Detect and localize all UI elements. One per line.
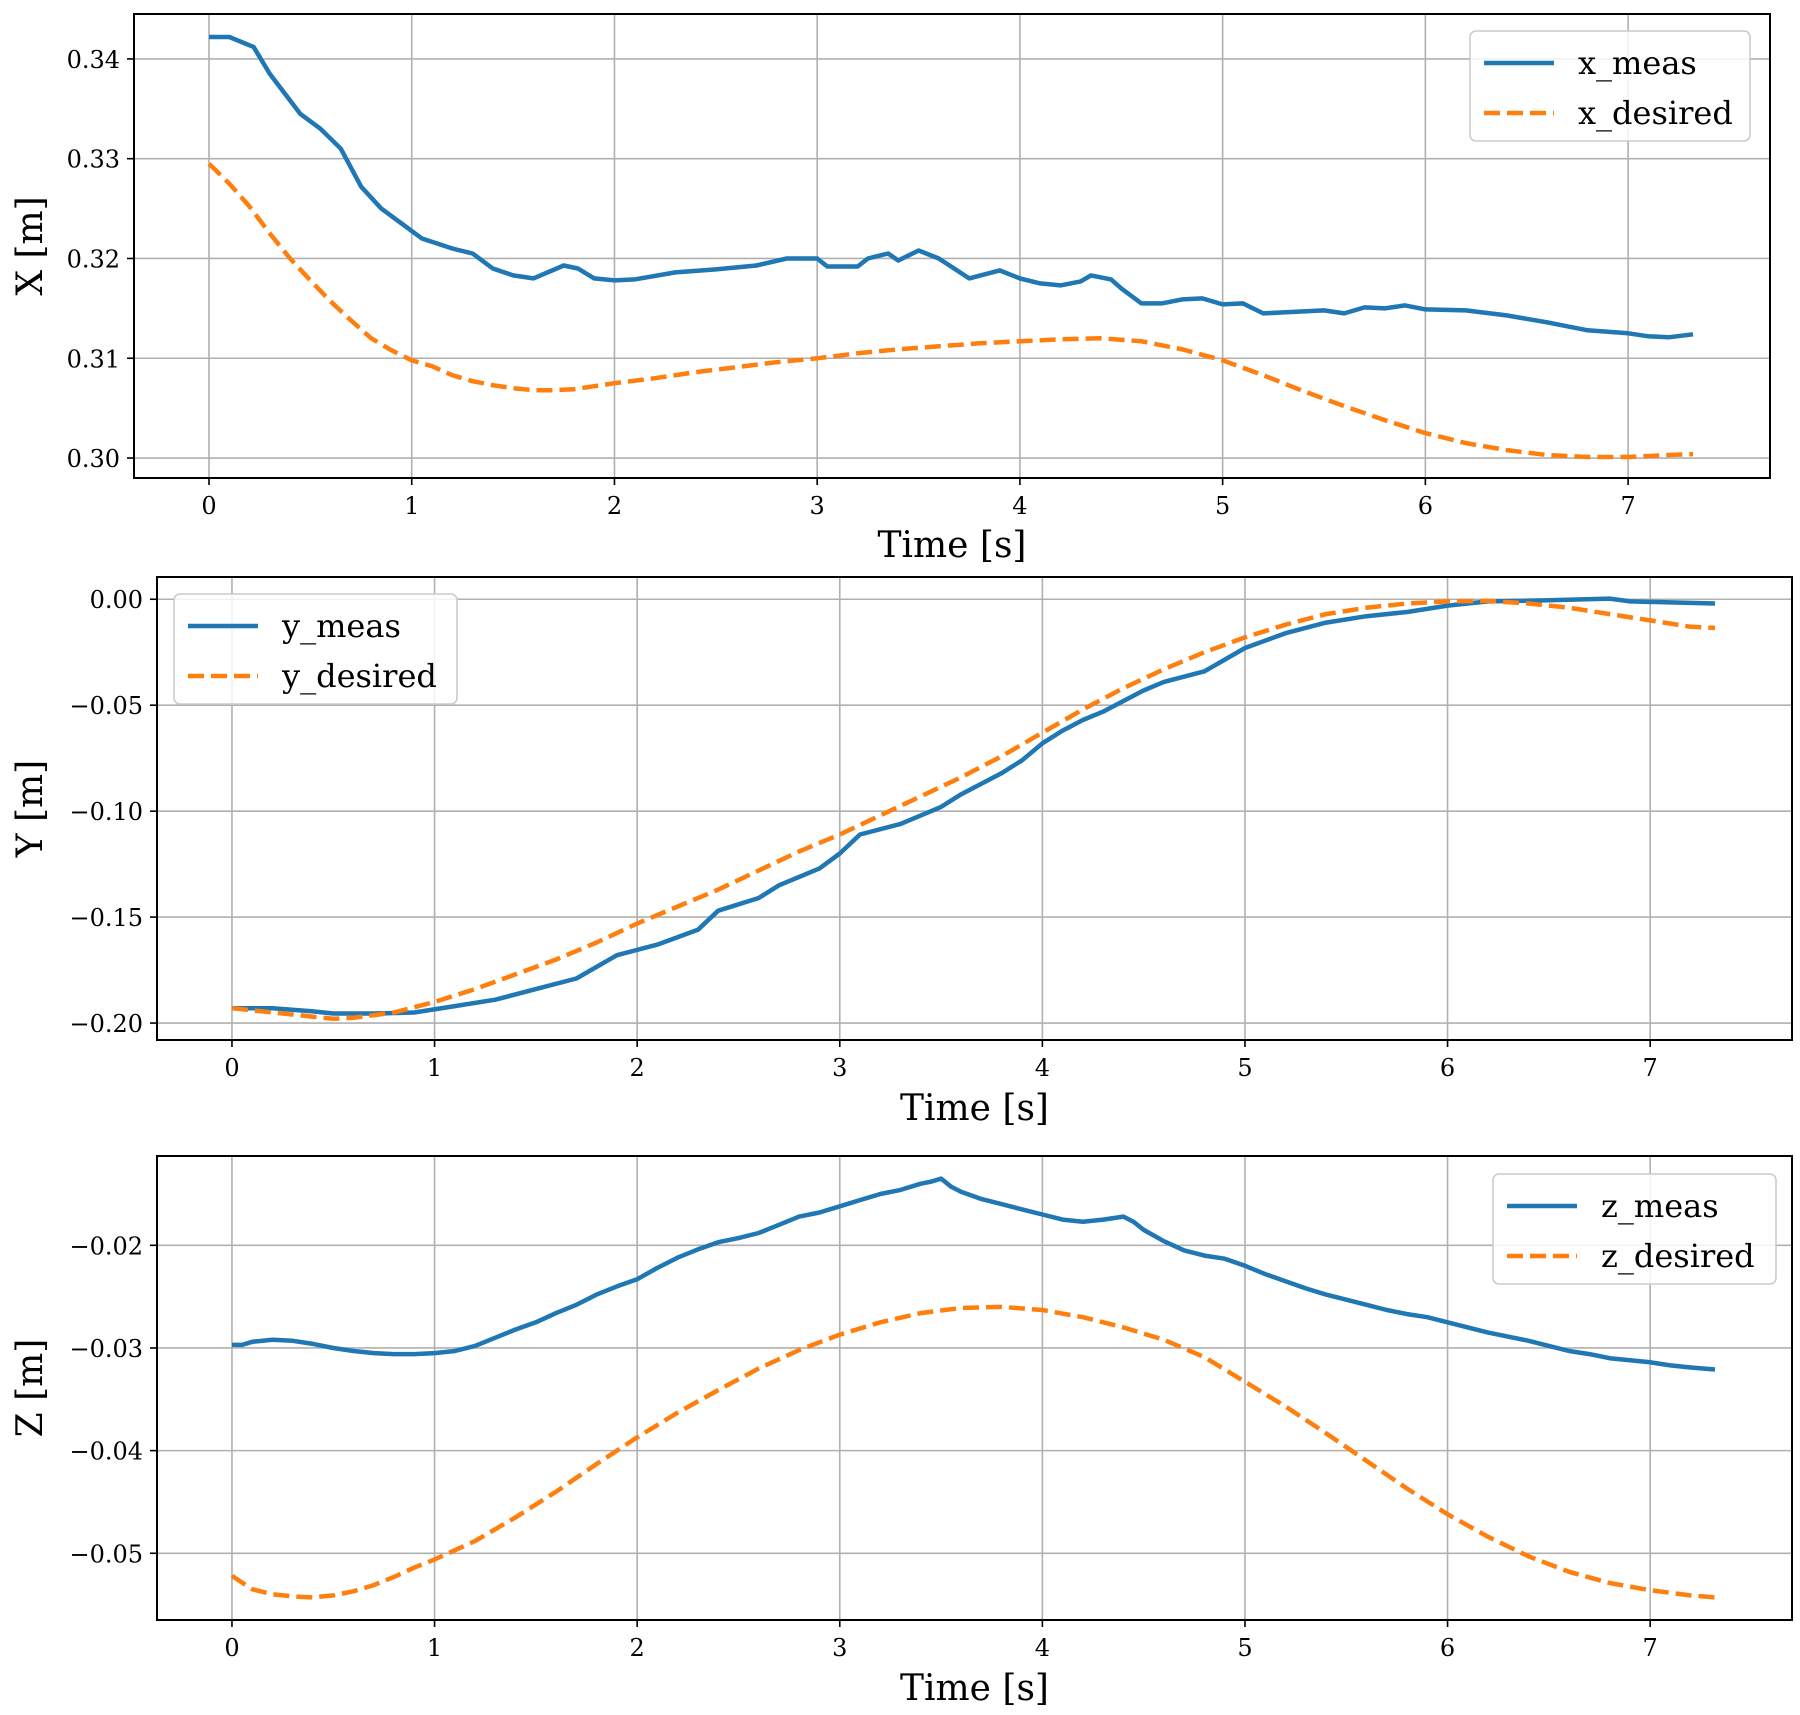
y-x-tick-label: 3 <box>832 1054 847 1082</box>
z-x-tick-label: 4 <box>1035 1634 1050 1662</box>
y-x-tick-label: 4 <box>1035 1054 1050 1082</box>
x-y-tick-label: 0.32 <box>67 245 120 273</box>
y-y-tick-label: −0.10 <box>69 798 143 826</box>
x-x-tick-label: 4 <box>1012 492 1027 520</box>
y-y-tick-label: −0.05 <box>69 692 143 720</box>
y-x-tick-label: 2 <box>630 1054 645 1082</box>
y-x-tick-label: 7 <box>1643 1054 1658 1082</box>
x-x-tick-label: 3 <box>810 492 825 520</box>
z-y-tick-label: −0.05 <box>69 1540 143 1568</box>
z-x-tick-label: 2 <box>630 1634 645 1662</box>
y_desired-line <box>231 598 1716 1022</box>
y-x-axis-label: Time [s] <box>900 1088 1049 1129</box>
x_desired-line <box>207 162 1694 460</box>
z_meas-legend-label: z_meas <box>1601 1187 1719 1225</box>
y-plot-frame <box>156 576 1793 1041</box>
z-x-tick-label: 5 <box>1237 1634 1252 1662</box>
y-position-panel: 0 1 2 3 4 5 6 7 −0.20 −0.15 −0.10 −0.05 0.00 Time [s]… <box>10 576 1793 1129</box>
x-x-tick-label: 7 <box>1620 492 1635 520</box>
x-x-tick-label: 5 <box>1215 492 1230 520</box>
z-x-tick-label: 1 <box>427 1634 442 1662</box>
x-y-tick-label: 0.31 <box>67 345 120 373</box>
x-y-tick-label: 0.30 <box>67 445 120 473</box>
x_desired-legend-label: x_desired <box>1578 94 1733 132</box>
x-plot-frame <box>133 13 1771 479</box>
z-plot-frame <box>156 1155 1793 1621</box>
z-x-tick-label: 0 <box>224 1634 239 1662</box>
y_meas-legend-label: y_meas <box>281 607 401 645</box>
z-position-panel: 0 1 2 3 4 5 6 7 −0.05 −0.04 −0.03 −0.02 Time [s] Z [m… <box>10 1155 1793 1709</box>
y-x-tick-label: 6 <box>1440 1054 1455 1082</box>
y_meas-line <box>232 596 1716 1016</box>
x-x-axis-label: Time [s] <box>878 525 1027 566</box>
z-legend: z_meas z_desired <box>1492 1173 1777 1285</box>
y-x-tick-label: 1 <box>427 1054 442 1082</box>
z-x-tick-label: 3 <box>832 1634 847 1662</box>
y-y-tick-label: −0.15 <box>69 904 143 932</box>
x-y-tick-label: 0.33 <box>67 146 120 174</box>
x-y-tick-label: 0.34 <box>67 46 120 74</box>
z_desired-legend-label: z_desired <box>1601 1237 1755 1275</box>
z-y-tick-label: −0.02 <box>69 1232 143 1260</box>
x-x-tick-label: 1 <box>404 492 419 520</box>
y-x-tick-label: 5 <box>1237 1054 1252 1082</box>
z-x-tick-label: 6 <box>1440 1634 1455 1662</box>
x-y-axis-label: X [m] <box>10 196 51 295</box>
y_desired-legend-label: y_desired <box>281 657 437 695</box>
y-y-axis-label: Y [m] <box>10 760 51 858</box>
x-x-tick-label: 2 <box>607 492 622 520</box>
x-x-tick-label: 0 <box>201 492 216 520</box>
x-position-panel: 0 1 2 3 4 5 6 7 0.30 0.31 0.32 0.33 0.34 Time [s] X [m… <box>10 13 1771 566</box>
z_meas-line <box>232 1176 1716 1372</box>
z-y-axis-label: Z [m] <box>10 1339 51 1438</box>
x-x-tick-label: 6 <box>1418 492 1433 520</box>
y-y-tick-label: −0.20 <box>69 1010 143 1038</box>
y-x-tick-label: 0 <box>224 1054 239 1082</box>
z-y-tick-label: −0.03 <box>69 1335 143 1363</box>
y-y-tick-label: 0.00 <box>90 586 143 614</box>
x_meas-line <box>209 34 1694 340</box>
z_desired-line <box>230 1304 1716 1600</box>
z-x-tick-label: 7 <box>1643 1634 1658 1662</box>
x-legend: x_meas x_desired <box>1469 30 1751 142</box>
z-x-axis-label: Time [s] <box>900 1668 1049 1709</box>
x_meas-legend-label: x_meas <box>1578 44 1697 82</box>
z-y-tick-label: −0.04 <box>69 1438 143 1466</box>
y-legend: y_meas y_desired <box>173 593 458 705</box>
